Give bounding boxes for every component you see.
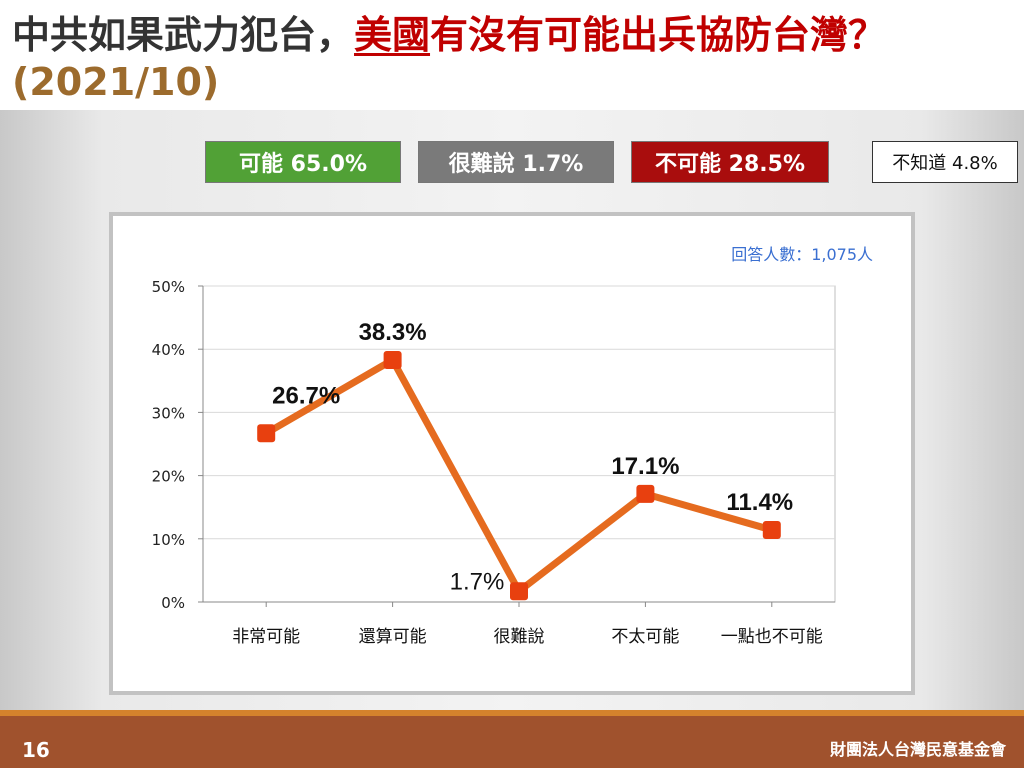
data-point xyxy=(510,582,528,601)
chart-frame: 0% 10% 20% 30% 40% 50% 非常可能 還算可能 很難說 不太可能 一點也不可能 26… xyxy=(109,212,915,695)
x-category-label: 一點也不可能 xyxy=(721,627,823,647)
y-tick-label: 0% xyxy=(161,594,185,612)
y-tick-label: 20% xyxy=(152,468,185,486)
data-label: 11.4% xyxy=(726,489,793,516)
respondent-count-annotation: 回答人數：1,075人 xyxy=(731,245,873,264)
summary-likely-box: 可能 65.0% xyxy=(205,141,401,183)
data-point xyxy=(636,484,655,503)
summary-unknown-box: 不知道 4.8% xyxy=(872,141,1018,183)
plot-area xyxy=(202,285,836,603)
y-tick-label: 40% xyxy=(152,341,185,359)
data-label: 1.7% xyxy=(450,568,505,595)
data-label: 17.1% xyxy=(611,453,679,480)
data-point xyxy=(257,424,276,443)
title-area: 中共如果武力犯台，美國有沒有可能出兵協防台灣？ (2021/10) xyxy=(0,0,1024,110)
line-chart: 0% 10% 20% 30% 40% 50% 非常可能 還算可能 很難說 不太可能 一點也不可能 26… xyxy=(152,245,873,647)
summary-unlikely-box: 不可能 28.5% xyxy=(631,141,829,183)
page-number: 16 xyxy=(22,738,50,762)
summary-hard-to-say-box: 很難說 1.7% xyxy=(418,141,614,183)
title-highlight: 美國 xyxy=(354,13,431,57)
x-category-label: 非常可能 xyxy=(232,627,300,647)
page-title: 中共如果武力犯台，美國有沒有可能出兵協防台灣？ xyxy=(12,4,886,59)
data-point xyxy=(762,520,781,539)
y-tick-label: 50% xyxy=(152,278,185,296)
y-tick-label: 10% xyxy=(152,531,185,549)
organization-name: 財團法人台灣民意基金會 xyxy=(829,740,1006,759)
y-tick-label: 30% xyxy=(152,404,185,422)
survey-date: (2021/10) xyxy=(12,60,220,104)
data-label: 38.3% xyxy=(359,319,427,346)
title-part-3: 有沒有可能出兵協防台灣？ xyxy=(430,13,887,57)
title-part-1: 中共如果武力犯台， xyxy=(12,13,355,57)
footer-bar: 16 財團法人台灣民意基金會 xyxy=(0,710,1024,768)
data-label: 26.7% xyxy=(272,382,340,409)
data-point xyxy=(383,350,402,369)
x-category-label: 很難說 xyxy=(494,627,545,647)
x-category-label: 還算可能 xyxy=(359,627,427,647)
x-category-label: 不太可能 xyxy=(611,627,679,647)
